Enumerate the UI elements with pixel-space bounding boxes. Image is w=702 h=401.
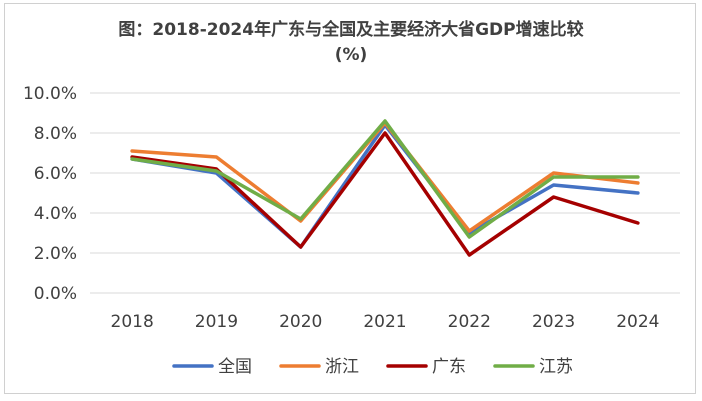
chart-title: 图：2018-2024年广东与全国及主要经济大省GDP增速比较: [118, 19, 583, 40]
y-tick-label: 0.0%: [34, 284, 77, 304]
y-axis-ticks: 0.0% 2.0% 4.0% 6.0% 8.0% 10.0%: [23, 84, 77, 304]
series-line-0: [130, 123, 640, 249]
x-tick-label: 2024: [616, 312, 659, 332]
legend[interactable]: 全国 浙江 广东 江苏: [172, 357, 573, 377]
x-tick-label: 2020: [279, 312, 322, 332]
legend-label-2[interactable]: 广东: [432, 357, 466, 377]
y-tick-label: 6.0%: [34, 164, 77, 184]
x-tick-label: 2021: [363, 312, 406, 332]
series-line-3: [130, 119, 640, 239]
x-axis-ticks: 2018 2019 2020 2021 2022 2023 2024: [111, 312, 660, 332]
y-tick-label: 10.0%: [23, 84, 77, 104]
x-tick-label: 2019: [195, 312, 238, 332]
series-lines: [130, 119, 640, 257]
chart-title-unit: (%): [335, 45, 368, 65]
series-line-2: [130, 131, 640, 257]
x-tick-label: 2018: [111, 312, 154, 332]
y-tick-label: 4.0%: [34, 204, 77, 224]
legend-label-1[interactable]: 浙江: [325, 357, 359, 377]
y-tick-label: 2.0%: [34, 244, 77, 264]
legend-label-0[interactable]: 全国: [218, 357, 252, 377]
x-tick-label: 2022: [448, 312, 491, 332]
legend-label-3[interactable]: 江苏: [539, 357, 573, 377]
chart-frame: [4, 3, 696, 394]
y-tick-label: 8.0%: [34, 124, 77, 144]
x-tick-label: 2023: [532, 312, 575, 332]
